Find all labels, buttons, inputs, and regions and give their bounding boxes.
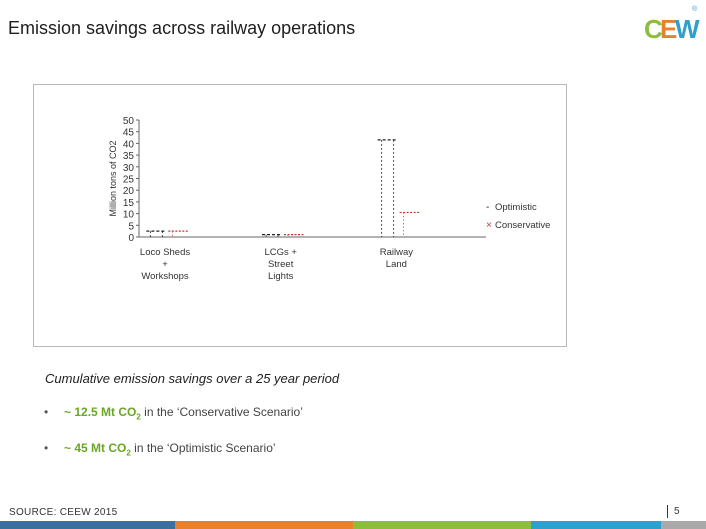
registered-mark: ® <box>692 5 698 13</box>
bullet-optimistic: • ~ 45 Mt CO2 in the ‘Optimistic Scenario… <box>44 441 276 457</box>
y-tick-label: 10 <box>123 210 135 221</box>
y-tick-label: 30 <box>123 163 135 174</box>
y-tick-label: 35 <box>123 151 135 162</box>
bullet-text: in the ‘Conservative Scenario’ <box>140 405 303 419</box>
ceew-logo: C E W ® <box>644 5 700 44</box>
y-axis-label: Million tons of CO2 <box>108 140 118 216</box>
x-category-label: LCGs + <box>264 247 297 258</box>
footer-segment <box>531 521 661 529</box>
source-note: SOURCE: CEEW 2015 <box>9 507 118 518</box>
chart-caption: Cumulative emission savings over a 25 ye… <box>45 371 340 386</box>
footer-segment <box>0 521 175 529</box>
legend-optimistic-marker: - <box>486 202 489 213</box>
svg-text:W: W <box>675 14 700 44</box>
bullet-value: ~ 12.5 Mt CO <box>64 405 137 419</box>
bullet-value: ~ 45 Mt CO <box>64 441 127 455</box>
x-category-label: Lights <box>268 271 294 282</box>
page-divider <box>667 505 668 518</box>
legend-optimistic-label: Optimistic <box>495 202 537 213</box>
footer-color-bar <box>0 521 706 529</box>
bullet-marker: • <box>44 405 49 419</box>
slide-title: Emission savings across railway operatio… <box>8 18 356 38</box>
x-category-label: Workshops <box>141 271 189 282</box>
bullet-text: in the ‘Optimistic Scenario’ <box>130 441 276 455</box>
legend-conservative-label: Conservative <box>495 220 550 231</box>
footer-segment <box>661 521 706 529</box>
y-tick-label: 0 <box>128 233 134 244</box>
y-tick-label: 40 <box>123 139 135 150</box>
svg-text:C: C <box>644 14 663 44</box>
x-category-label: Railway <box>380 247 414 258</box>
bullet-marker: • <box>44 441 49 455</box>
bullet-conservative: • ~ 12.5 Mt CO2 in the ‘Conservative Scen… <box>44 405 303 421</box>
x-category-label: Street <box>268 259 294 270</box>
chart-frame: 0 5 10 15 20 25 30 35 40 45 50 Million tons of CO2 L… <box>33 84 567 347</box>
x-category-label: + <box>162 259 168 270</box>
page-number: 5 <box>674 506 680 517</box>
x-category-label: Loco Sheds <box>140 247 190 258</box>
footer-segment <box>175 521 353 529</box>
y-tick-label: 5 <box>128 221 134 232</box>
y-tick-label: 15 <box>123 198 135 209</box>
y-tick-label: 25 <box>123 175 135 186</box>
footer-segment <box>353 521 531 529</box>
bullet-subscript: 2 <box>126 448 131 458</box>
bullet-subscript: 2 <box>136 412 141 422</box>
y-tick-label: 20 <box>123 186 135 197</box>
y-tick-label: 45 <box>123 128 135 139</box>
x-category-label: Land <box>386 259 407 270</box>
y-tick-label: 50 <box>123 116 135 127</box>
svg-text:E: E <box>660 14 677 44</box>
legend-conservative-marker: × <box>486 220 492 231</box>
